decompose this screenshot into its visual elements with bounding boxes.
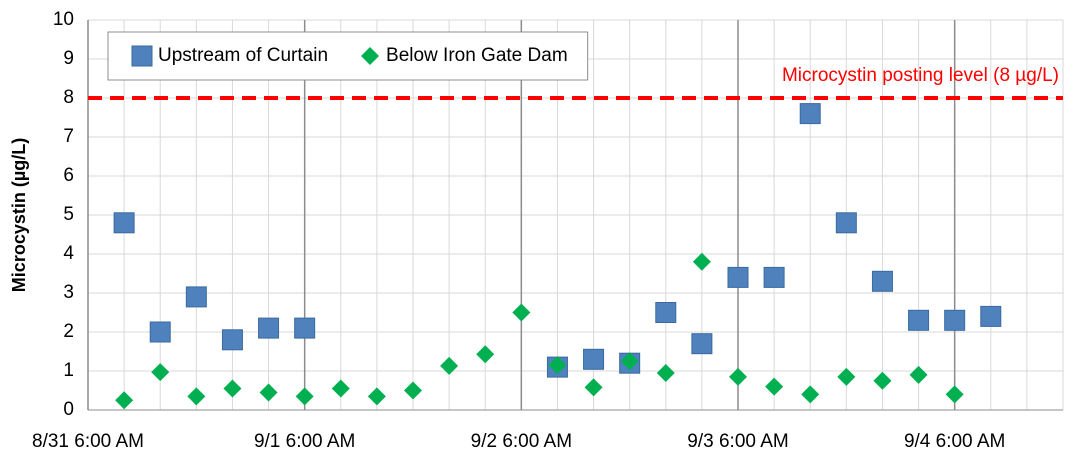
marker-square — [799, 103, 821, 125]
marker-square — [258, 317, 280, 339]
marker-diamond — [367, 387, 386, 406]
marker-square — [763, 266, 785, 288]
marker-diamond — [548, 356, 567, 375]
marker-square — [149, 321, 171, 343]
marker-square — [908, 309, 930, 331]
marker-square — [944, 309, 966, 331]
marker-diamond — [656, 363, 675, 382]
marker-square — [113, 212, 135, 234]
marker-square — [131, 45, 153, 67]
marker-diamond — [873, 371, 892, 390]
marker-diamond — [476, 345, 495, 364]
marker-diamond — [259, 383, 278, 402]
marker-square — [294, 317, 316, 339]
marker-diamond — [187, 387, 206, 406]
y-tick-label: 3 — [63, 282, 74, 303]
marker-diamond — [945, 385, 964, 404]
marker-diamond — [909, 365, 928, 384]
marker-diamond — [801, 385, 820, 404]
marker-diamond — [115, 391, 134, 410]
marker-diamond — [512, 303, 531, 322]
y-tick-label: 4 — [63, 243, 74, 264]
x-tick-label: 9/1 6:00 AM — [254, 431, 355, 452]
marker-square — [691, 333, 713, 355]
marker-square — [221, 329, 243, 351]
marker-diamond — [584, 378, 603, 397]
legend-label: Upstream of Curtain — [158, 45, 328, 66]
legend-label: Below Iron Gate Dam — [386, 45, 568, 66]
y-tick-label: 2 — [63, 321, 74, 342]
y-tick-label: 9 — [63, 48, 74, 69]
x-tick-label: 9/3 6:00 AM — [687, 431, 788, 452]
marker-diamond — [151, 363, 170, 382]
marker-square — [727, 266, 749, 288]
marker-diamond — [765, 377, 784, 396]
x-tick-label: 8/31 6:00 AM — [32, 431, 144, 452]
marker-diamond — [404, 381, 422, 400]
marker-diamond — [620, 352, 639, 371]
marker-square — [655, 302, 677, 323]
marker-square — [185, 286, 207, 308]
marker-diamond — [295, 387, 314, 406]
x-tick-label: 9/2 6:00 AM — [471, 431, 572, 452]
marker-square — [871, 270, 893, 292]
reference-label: Microcystin posting level (8 µg/L) — [782, 65, 1059, 86]
marker-diamond — [692, 252, 711, 271]
marker-diamond — [223, 379, 242, 398]
marker-diamond — [729, 367, 747, 386]
y-tick-label: 7 — [63, 126, 74, 147]
marker-diamond — [331, 379, 350, 398]
y-tick-label: 5 — [63, 204, 74, 225]
marker-square — [835, 212, 857, 234]
marker-diamond — [440, 356, 459, 375]
x-tick-label: 9/4 6:00 AM — [904, 431, 1005, 452]
legend-box — [107, 31, 589, 81]
marker-square — [980, 305, 1002, 327]
y-tick-label: 10 — [53, 9, 74, 30]
marker-diamond — [837, 367, 856, 386]
marker-diamond — [361, 47, 380, 65]
y-tick-label: 1 — [63, 360, 74, 381]
y-axis-label: Microcystin (µg/L) — [9, 138, 29, 292]
marker-square — [583, 348, 605, 370]
y-tick-label: 6 — [63, 165, 74, 186]
y-tick-label: 0 — [63, 399, 74, 420]
y-tick-label: 8 — [63, 87, 74, 108]
